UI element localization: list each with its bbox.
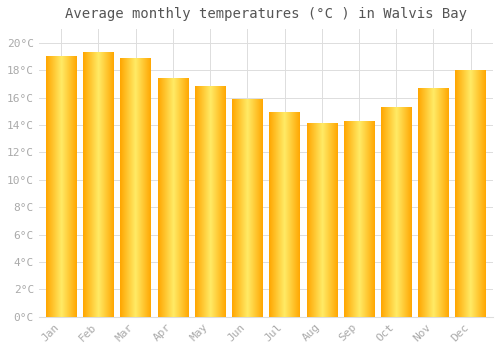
Bar [456,70,486,317]
Bar [158,78,188,317]
Bar [232,99,262,317]
Bar [83,52,114,317]
Bar [195,86,226,317]
Bar [306,124,337,317]
Title: Average monthly temperatures (°C ) in Walvis Bay: Average monthly temperatures (°C ) in Wa… [65,7,467,21]
Bar [120,58,151,317]
Bar [46,56,76,317]
Bar [381,107,412,317]
Bar [418,88,448,317]
Bar [270,113,300,317]
Bar [344,121,374,317]
